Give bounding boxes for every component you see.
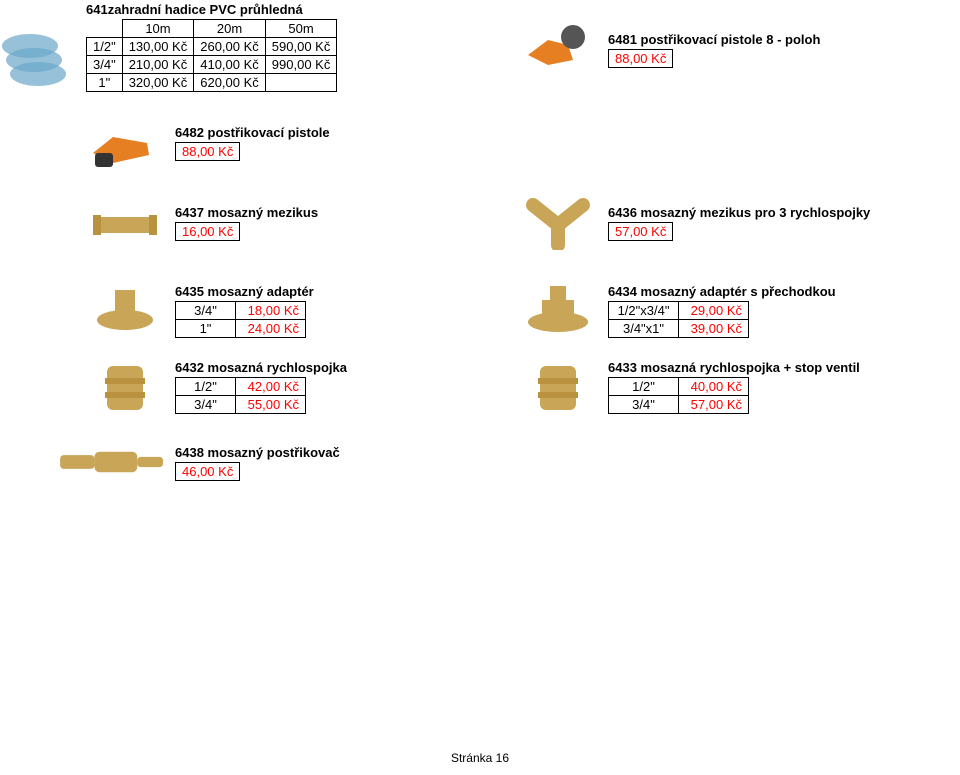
hose-price: 260,00 Kč bbox=[194, 38, 266, 56]
brass-sprinkler-image bbox=[55, 440, 175, 484]
hose-price: 210,00 Kč bbox=[122, 56, 194, 74]
table-row: 1" 320,00 Kč 620,00 Kč bbox=[87, 74, 337, 92]
size: 1/2" bbox=[609, 378, 679, 396]
spray-pistol-image bbox=[85, 115, 165, 175]
price-value: 42,00 Kč bbox=[236, 378, 306, 396]
price-value: 88,00 Kč bbox=[176, 143, 240, 161]
brass-adapter-image bbox=[85, 278, 165, 338]
item-6482-price-table: 88,00 Kč bbox=[175, 142, 240, 161]
spray-pistol-8-image bbox=[518, 15, 598, 75]
size: 1/2" bbox=[176, 378, 236, 396]
table-row: 1/2" 42,00 Kč bbox=[176, 378, 306, 396]
table-row: 3/4" 18,00 Kč bbox=[176, 302, 306, 320]
item-6481-price-table: 88,00 Kč bbox=[608, 49, 673, 68]
table-row: 1/2" 130,00 Kč 260,00 Kč 590,00 Kč bbox=[87, 38, 337, 56]
hose-header-10m: 10m bbox=[122, 20, 194, 38]
hose-price: 130,00 Kč bbox=[122, 38, 194, 56]
item-6481-title: 6481 postřikovací pistole 8 - poloh bbox=[608, 32, 820, 47]
size: 1" bbox=[176, 320, 236, 338]
price-value: 88,00 Kč bbox=[609, 50, 673, 68]
hose-table: 10m 20m 50m 1/2" 130,00 Kč 260,00 Kč 590… bbox=[86, 19, 337, 92]
brass-adapter-step-image bbox=[518, 278, 598, 338]
item-6432-price-table: 1/2" 42,00 Kč 3/4" 55,00 Kč bbox=[175, 377, 306, 414]
hose-price: 620,00 Kč bbox=[194, 74, 266, 92]
price-value: 29,00 Kč bbox=[679, 302, 749, 320]
hose-price bbox=[265, 74, 337, 92]
brass-quick-coupling-stop-image bbox=[518, 358, 598, 418]
size: 3/4" bbox=[609, 396, 679, 414]
price-value: 18,00 Kč bbox=[236, 302, 306, 320]
item-6436-price-table: 57,00 Kč bbox=[608, 222, 673, 241]
price-value: 57,00 Kč bbox=[679, 396, 749, 414]
table-row: 1/2"x3/4" 29,00 Kč bbox=[609, 302, 749, 320]
item-6437-title: 6437 mosazný mezikus bbox=[175, 205, 318, 220]
hose-header-50m: 50m bbox=[265, 20, 337, 38]
brass-quick-coupling-image bbox=[85, 358, 165, 418]
size: 1/2"x3/4" bbox=[609, 302, 679, 320]
price-value: 57,00 Kč bbox=[609, 223, 673, 241]
brass-y-connector-image bbox=[518, 190, 598, 250]
hose-size: 1" bbox=[87, 74, 123, 92]
item-6433-title: 6433 mosazná rychlospojka + stop ventil bbox=[608, 360, 860, 375]
price-value: 24,00 Kč bbox=[236, 320, 306, 338]
size: 3/4"x1" bbox=[609, 320, 679, 338]
item-6438-price-table: 46,00 Kč bbox=[175, 462, 240, 481]
hose-image bbox=[0, 26, 80, 86]
item-6434-title: 6434 mosazný adaptér s přechodkou bbox=[608, 284, 836, 299]
item-6435-title: 6435 mosazný adaptér bbox=[175, 284, 314, 299]
item-6434-price-table: 1/2"x3/4" 29,00 Kč 3/4"x1" 39,00 Kč bbox=[608, 301, 749, 338]
hose-price: 990,00 Kč bbox=[265, 56, 337, 74]
brass-connector-image bbox=[85, 195, 165, 255]
hose-price: 320,00 Kč bbox=[122, 74, 194, 92]
item-6432-title: 6432 mosazná rychlospojka bbox=[175, 360, 347, 375]
table-row: 1" 24,00 Kč bbox=[176, 320, 306, 338]
table-row: 3/4" 57,00 Kč bbox=[609, 396, 749, 414]
item-6482-title: 6482 postřikovací pistole bbox=[175, 125, 330, 140]
size: 3/4" bbox=[176, 302, 236, 320]
table-row: 1/2" 40,00 Kč bbox=[609, 378, 749, 396]
price-value: 46,00 Kč bbox=[176, 463, 240, 481]
table-row: 3/4"x1" 39,00 Kč bbox=[609, 320, 749, 338]
hose-size: 3/4" bbox=[87, 56, 123, 74]
size: 3/4" bbox=[176, 396, 236, 414]
table-row: 3/4" 55,00 Kč bbox=[176, 396, 306, 414]
price-value: 39,00 Kč bbox=[679, 320, 749, 338]
hose-header-20m: 20m bbox=[194, 20, 266, 38]
item-6438-title: 6438 mosazný postřikovač bbox=[175, 445, 340, 460]
item-6437-price-table: 16,00 Kč bbox=[175, 222, 240, 241]
item-6435-price-table: 3/4" 18,00 Kč 1" 24,00 Kč bbox=[175, 301, 306, 338]
hose-price: 410,00 Kč bbox=[194, 56, 266, 74]
item-6436-title: 6436 mosazný mezikus pro 3 rychlospojky bbox=[608, 205, 870, 220]
hose-size: 1/2" bbox=[87, 38, 123, 56]
table-row: 3/4" 210,00 Kč 410,00 Kč 990,00 Kč bbox=[87, 56, 337, 74]
price-value: 55,00 Kč bbox=[236, 396, 306, 414]
hose-price: 590,00 Kč bbox=[265, 38, 337, 56]
price-value: 40,00 Kč bbox=[679, 378, 749, 396]
price-value: 16,00 Kč bbox=[176, 223, 240, 241]
item-6433-price-table: 1/2" 40,00 Kč 3/4" 57,00 Kč bbox=[608, 377, 749, 414]
page-footer: Stránka 16 bbox=[0, 751, 960, 765]
hose-title: 641zahradní hadice PVC průhledná bbox=[86, 2, 337, 17]
